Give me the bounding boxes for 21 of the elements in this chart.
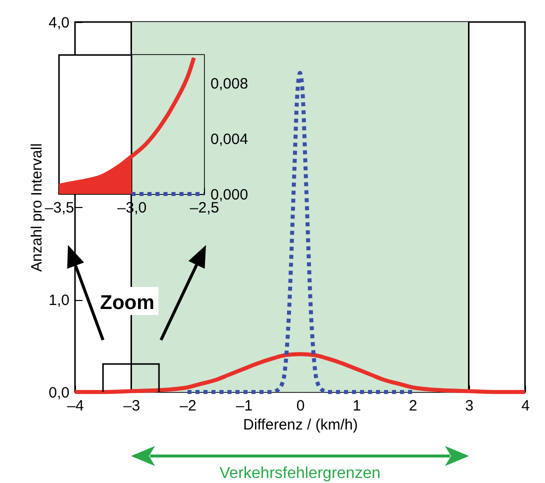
x-tick-label: 2 (408, 398, 418, 414)
y-tick-label: 0,0 (48, 384, 70, 402)
text: Verkehrsfehlergrenzen (220, 465, 380, 482)
y-tick-label: 4,0 (48, 14, 70, 32)
x-tick-label: –1 (236, 398, 253, 414)
x-tick-label: 0 (296, 398, 305, 414)
y-axis-title: Anzahl pro Intervall (28, 143, 46, 272)
x-tick-label: –2 (180, 398, 196, 414)
x-tick-label: –4 (67, 398, 84, 414)
line-series (186, 70, 414, 394)
x-tick-label: 4 (521, 398, 530, 414)
x-axis-title: Differenz / (km/h) (243, 416, 358, 434)
line-series (73, 352, 527, 394)
x-tick-label: 3 (465, 398, 474, 414)
y-tick-label: 1,0 (48, 292, 70, 309)
y-tick-label: 0,004 (210, 130, 248, 148)
y-tick-label: 0,008 (210, 75, 248, 92)
x-tick-label: –3,5 (44, 200, 74, 216)
x-tick-label: –3 (123, 398, 140, 414)
annotation: Zoom (100, 292, 154, 314)
x-tick-label: 1 (352, 398, 361, 414)
